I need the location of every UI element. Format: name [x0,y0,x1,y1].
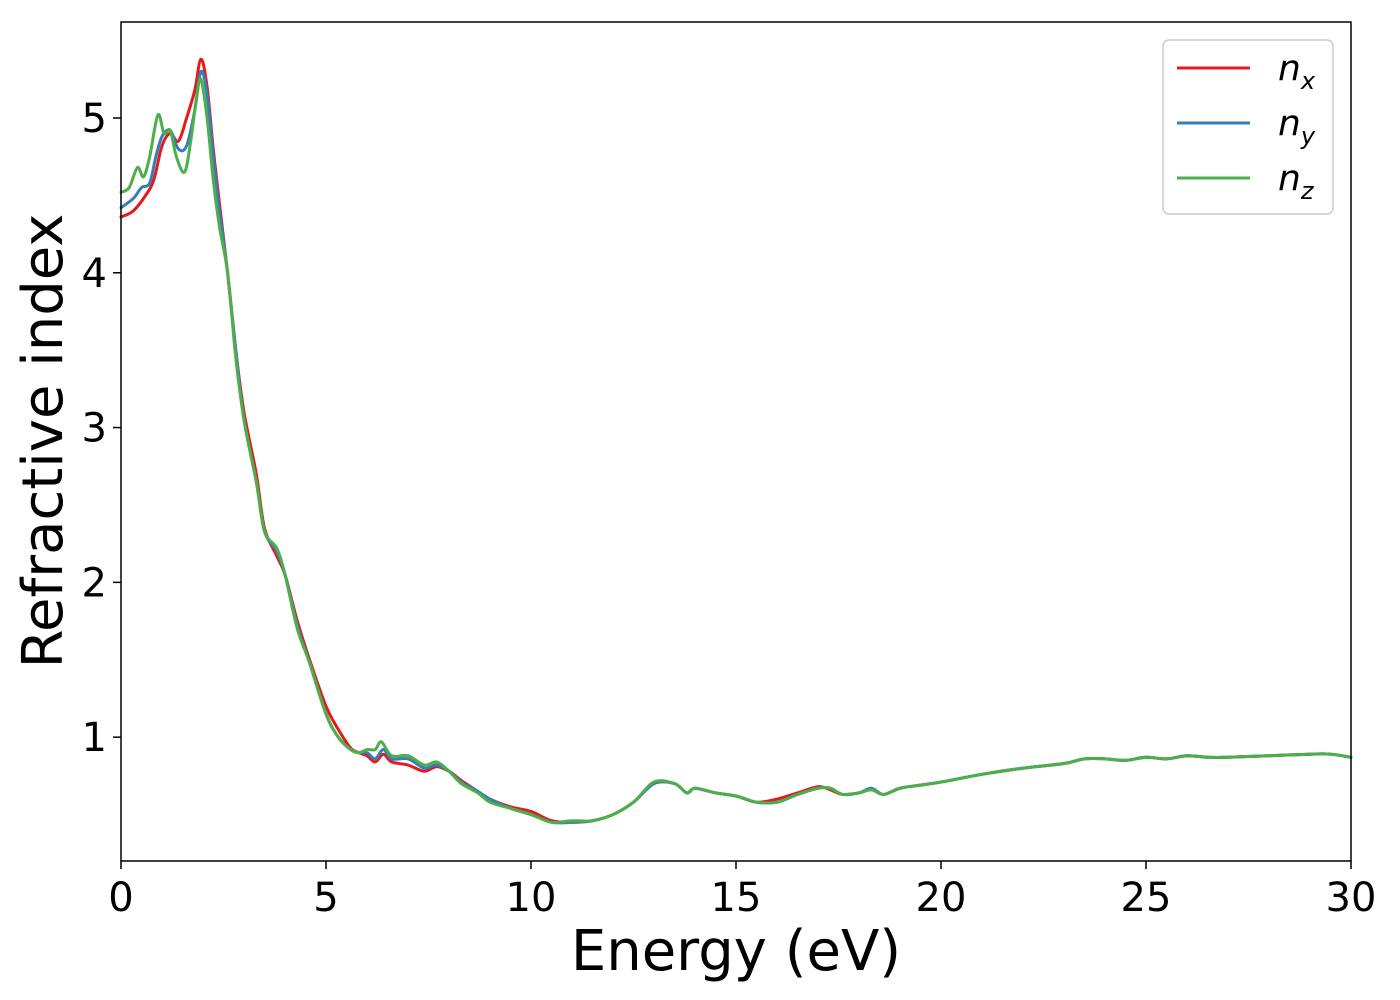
legend-label: nx [1278,48,1316,95]
legend-label-subscript: y [1300,122,1316,150]
y-tick-label: 2 [82,560,107,606]
legend-box [1162,39,1334,215]
y-axis-label: Refractive index [11,214,76,669]
legend-label-subscript: x [1300,67,1316,95]
x-tick-label: 20 [916,875,967,921]
y-tick-label: 5 [82,96,107,142]
x-tick-label: 0 [108,875,133,921]
x-tick-label: 25 [1121,875,1172,921]
y-tick-label: 1 [82,715,107,761]
y-axis-ticks: 1 2 3 4 5 [82,96,121,761]
x-tick-label: 5 [313,875,338,921]
x-tick-label: 10 [506,875,557,921]
y-tick-label: 3 [82,406,107,452]
legend-label: ny [1278,103,1316,150]
legend-label-subscript: z [1300,177,1315,205]
x-tick-label: 15 [711,875,762,921]
plot-lines [119,57,1353,825]
x-axis-label: Energy (eV) [571,919,901,984]
y-tick-label: 4 [82,251,107,297]
x-tick-label: 30 [1326,875,1377,921]
x-axis-ticks: 0 5 10 15 20 25 30 [108,861,1376,921]
series-line-nz [119,76,1353,825]
